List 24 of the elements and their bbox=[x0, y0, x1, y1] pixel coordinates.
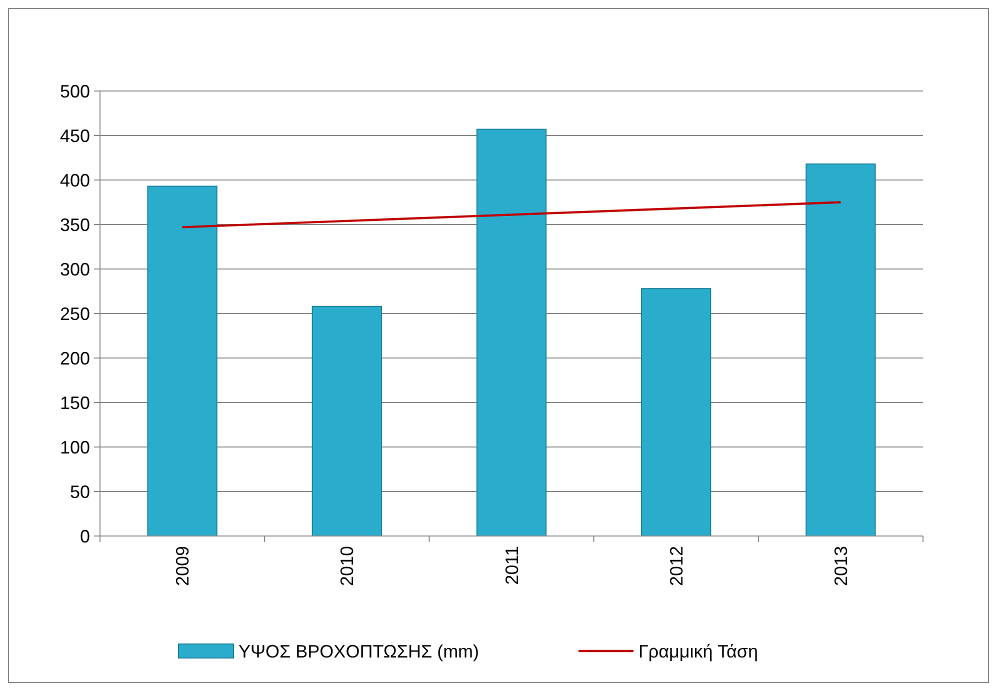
x-tick-label: 2013 bbox=[831, 546, 851, 586]
bar bbox=[147, 186, 218, 536]
y-tick-label: 250 bbox=[60, 304, 90, 324]
legend-label: Γραμμική Τάση bbox=[638, 641, 758, 662]
line-series bbox=[181, 201, 842, 228]
y-tick-label: 350 bbox=[60, 214, 90, 235]
bar bbox=[806, 163, 876, 536]
y-tick-label: 100 bbox=[60, 437, 90, 458]
y-tick-label: 450 bbox=[60, 126, 90, 146]
y-tick-label: 500 bbox=[60, 81, 90, 102]
x-tick-label: 2010 bbox=[337, 546, 358, 586]
y-tick-label: 400 bbox=[60, 170, 90, 190]
x-tick-label: 2009 bbox=[172, 546, 193, 586]
bar bbox=[641, 288, 712, 536]
legend-label: ΥΨΟΣ ΒΡΟΧΟΠΤΩΣΗΣ (mm) bbox=[238, 641, 480, 662]
x-tick-label: 2011 bbox=[502, 546, 522, 585]
y-tick-label: 300 bbox=[60, 259, 90, 280]
bar bbox=[476, 128, 547, 536]
y-tick-label: 150 bbox=[60, 392, 90, 413]
y-tick-label: 200 bbox=[60, 348, 90, 368]
x-tick-label: 2012 bbox=[666, 546, 686, 586]
y-tick-label: 50 bbox=[70, 482, 90, 502]
y-tick-label: 0 bbox=[80, 526, 90, 546]
bar bbox=[312, 306, 382, 536]
